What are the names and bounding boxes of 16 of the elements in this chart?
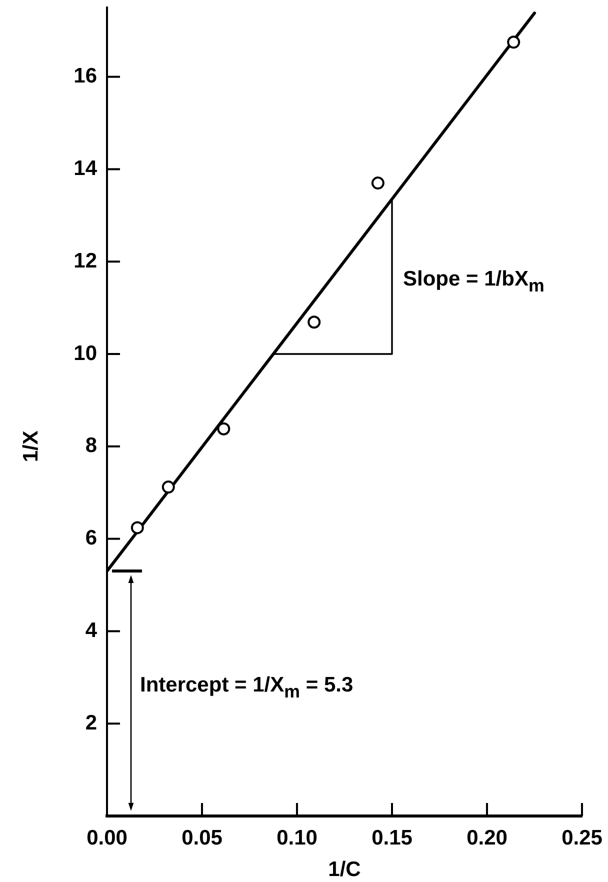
y-tick-label: 2 [85, 711, 97, 734]
y-tick-label: 16 [74, 64, 97, 88]
y-axis-title: 1/X [19, 430, 42, 462]
x-tick-label: 0.20 [466, 826, 508, 850]
x-tick-label: 0.15 [372, 826, 413, 850]
y-tick-label: 4 [85, 618, 98, 642]
x-tick-label: 0.00 [86, 826, 128, 850]
x-tick-label: 0.10 [276, 826, 318, 850]
x-tick-label: 0.25 [562, 826, 603, 850]
y-tick-label: 8 [85, 434, 98, 458]
y-tick-label: 6 [85, 526, 97, 550]
x-tick-label: 0.05 [182, 826, 223, 850]
y-tick-label: 12 [74, 249, 97, 272]
y-tick-label: 10 [74, 342, 97, 365]
x-axis-title: 1/C [328, 858, 361, 881]
y-tick-label: 14 [74, 156, 98, 180]
